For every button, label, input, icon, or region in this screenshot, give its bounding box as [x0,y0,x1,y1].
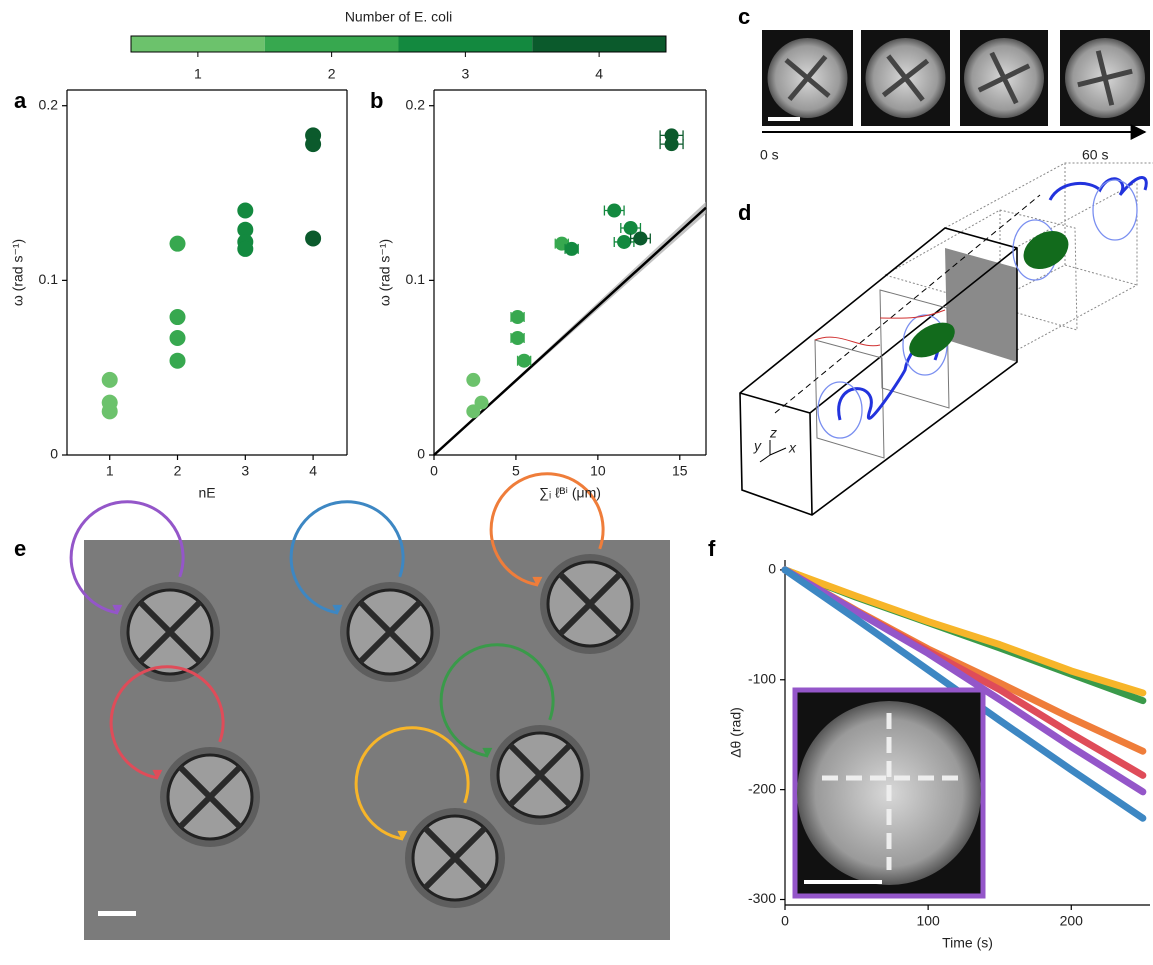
x-tick-label: 100 [916,913,940,929]
y-tick-label: 0 [417,446,425,462]
data-point [170,236,186,252]
x-axis-label: ∑ᵢ ℓᴮⁱ (μm) [539,485,601,501]
data-point [565,242,579,256]
x-tick-label: 2 [174,463,182,479]
bacterium [1017,223,1076,276]
panel-label: c [738,4,750,29]
time-label: 60 s [1082,147,1108,163]
x-tick-label: 0 [430,463,438,479]
data-point [237,203,253,219]
flow-loop [1093,180,1137,240]
y-axis-label: ω (rad s⁻¹) [377,239,393,306]
data-point [305,136,321,152]
data-point [170,353,186,369]
y-tick-label: 0.2 [406,96,426,112]
data-point [607,204,621,218]
panel-label: b [370,88,383,113]
colorbar-segment [265,36,399,52]
x-tick-label: 5 [512,463,520,479]
y-tick-label: -100 [748,670,776,686]
data-point [237,241,253,257]
x-tick-label: 10 [590,463,606,479]
scale-bar [768,117,800,121]
data-point [511,331,525,345]
data-point [170,309,186,325]
y-tick-label: -200 [748,780,776,796]
data-point [305,230,321,246]
y-tick-label: 0.1 [39,271,59,287]
panel-label: e [14,536,26,561]
y-tick-label: 0 [50,446,58,462]
data-point [624,221,638,235]
colorbar-segment [131,36,265,52]
colorbar-title: Number of E. coli [345,9,452,25]
y-tick-label: 0.2 [39,96,59,112]
colorbar-segment [399,36,533,52]
micrograph [71,474,670,940]
scale-bar [98,911,136,916]
colorbar-label: 1 [194,66,202,82]
axis-name: z [769,425,777,441]
figure: a b c d e f 0 s 60 s y z x [0,0,1153,965]
data-point [102,403,118,419]
colorbar-label: 3 [461,66,469,82]
y-axis-label: ω (rad s⁻¹) [10,239,26,306]
x-tick-label: 200 [1060,913,1084,929]
colorbar-segment [532,36,666,52]
x-tick-label: 1 [106,463,114,479]
data-point [466,404,480,418]
panel-label: d [738,200,751,225]
axis-name: y [753,438,762,454]
y-tick-label: 0 [768,561,776,577]
x-tick-label: 15 [672,463,688,479]
data-point [617,235,631,249]
panel-label: a [14,88,27,113]
y-axis-label: Δθ (rad) [728,707,744,758]
colorbar-label: 4 [595,66,603,82]
x-tick-label: 4 [309,463,317,479]
shaded-plane [945,248,1017,362]
time-label: 0 s [760,147,779,163]
scale-bar [804,880,882,884]
image-strip [762,30,1150,126]
data-point [633,231,647,245]
coord-axes [760,440,786,462]
x-axis-label: Time (s) [942,935,993,951]
x-axis-label: nE [198,485,215,501]
data-point [466,373,480,387]
x-tick-label: 0 [781,913,789,929]
data-point [102,372,118,388]
schematic [740,163,1153,515]
data-point [511,310,525,324]
axis-name: x [788,440,797,456]
inset [795,690,983,896]
panel-label: f [708,536,716,561]
data-point [517,354,531,368]
y-tick-label: 0.1 [406,271,426,287]
y-tick-label: -300 [748,890,776,906]
data-point [665,137,679,151]
x-tick-label: 3 [241,463,249,479]
colorbar-label: 2 [328,66,336,82]
data-point [170,330,186,346]
